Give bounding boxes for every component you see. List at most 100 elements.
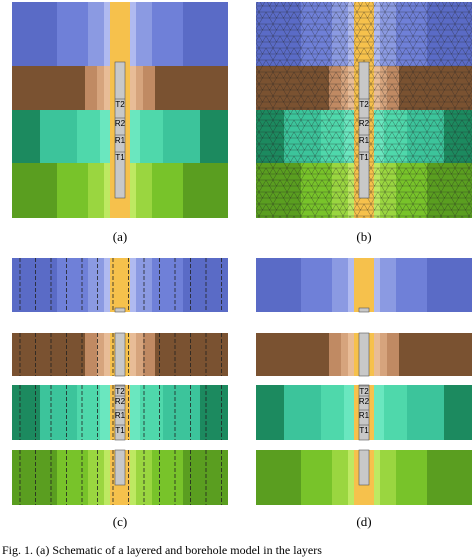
layer-block [88,450,104,505]
borehole [354,258,374,312]
layer-block [348,333,354,376]
layer-block [85,333,97,376]
layer-block [130,258,136,312]
layer-block [12,66,85,110]
layer-block [130,333,136,376]
layer-block [57,2,88,66]
tool-label: T2 [115,100,125,109]
layer-block [444,385,472,440]
tool [114,307,126,313]
tool-label: T1 [115,153,125,162]
tool-label: T1 [359,426,369,435]
layer-block [329,333,341,376]
tool-label: R2 [115,397,126,406]
layer-block [163,385,200,440]
layer-block [136,163,152,218]
tool [358,61,370,199]
layer-block [374,333,380,376]
layer-block [399,333,472,376]
layer-block [427,450,472,505]
borehole [110,258,130,312]
layer-block [40,110,77,163]
layer-block [341,333,348,376]
tool-label: R2 [359,119,370,128]
layer-block [301,450,332,505]
layer-block [130,450,136,505]
layer-block [57,163,88,218]
layer-block [374,450,380,505]
layer-block [97,66,104,110]
tool [358,384,370,441]
panel-label: (b) [356,229,371,244]
layer-block [130,163,136,218]
tool-label: T1 [115,426,125,435]
layer-block [348,450,354,505]
layer-block [155,333,228,376]
layer-block [104,66,110,110]
tool [358,307,370,313]
layer-block [77,385,100,440]
layer-block [427,258,472,312]
layer-block [136,333,143,376]
layer-block [396,450,427,505]
tool [114,61,126,199]
panel-label: (c) [113,514,127,529]
tool-label: R2 [115,119,126,128]
layer-block [12,258,57,312]
layer-block [380,333,387,376]
layer-block [256,450,301,505]
layer-block [77,110,100,163]
layer-block [344,385,354,440]
layer-block [143,333,155,376]
mesh [256,2,472,66]
panel-label: (d) [356,514,371,529]
layer-block [183,2,228,66]
tool-label: T2 [115,387,125,396]
panel-label: (a) [113,229,127,244]
layer-block [332,450,348,505]
layer-block [152,163,183,218]
tool-label: R1 [115,411,126,420]
layer-block [88,258,104,312]
layer-block [130,110,140,163]
layer-block [140,385,163,440]
layer-block [12,110,40,163]
layer-block [88,163,104,218]
layer-block [284,385,321,440]
tool [114,384,126,441]
layer-block [152,450,183,505]
layer-block [40,385,77,440]
layer-block [152,258,183,312]
layer-block [136,2,152,66]
layer-block [136,66,143,110]
layer-block [200,385,228,440]
tool [114,449,126,486]
layer-block [100,385,110,440]
tool [114,332,126,377]
layer-block [332,258,348,312]
layer-block [256,385,284,440]
layer-block [380,258,396,312]
layer-block [12,2,57,66]
layer-block [12,333,85,376]
layer-block [130,385,140,440]
layer-block [407,385,444,440]
layer-block [301,258,332,312]
layer-block [384,385,407,440]
layer-block [85,66,97,110]
tool [358,332,370,377]
tool [358,449,370,486]
layer-block [256,258,301,312]
layer-block [348,258,354,312]
layer-block [380,450,396,505]
layer-block [183,163,228,218]
tool-label: R1 [359,411,370,420]
layer-block [12,450,57,505]
tool-label: T2 [359,100,369,109]
layer-block [104,333,110,376]
layer-block [104,450,110,505]
caption: Fig. 1. (a) Schematic of a layered and b… [2,543,322,557]
layer-block [130,66,136,110]
layer-block [88,2,104,66]
